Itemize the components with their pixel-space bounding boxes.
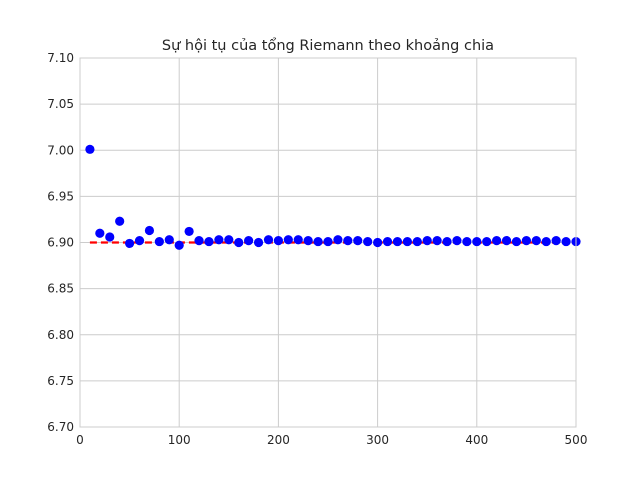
y-tick-label: 6.90 bbox=[47, 236, 74, 250]
data-point bbox=[194, 236, 204, 246]
y-tick-label: 6.95 bbox=[47, 189, 74, 203]
x-tick-label: 100 bbox=[168, 433, 191, 447]
data-point bbox=[511, 236, 522, 247]
data-point bbox=[452, 236, 462, 246]
y-tick-label: 6.75 bbox=[47, 374, 74, 388]
data-point bbox=[303, 236, 313, 246]
data-point bbox=[472, 236, 482, 247]
data-point bbox=[293, 235, 303, 245]
data-point bbox=[313, 236, 323, 247]
data-point bbox=[442, 236, 452, 247]
chart-title: Sự hội tụ của tổng Riemann theo khoảng c… bbox=[162, 37, 494, 54]
data-point bbox=[144, 225, 155, 236]
data-point bbox=[85, 144, 95, 154]
data-points bbox=[85, 144, 581, 250]
data-point bbox=[253, 237, 264, 248]
x-tick-label: 200 bbox=[267, 433, 290, 447]
data-point bbox=[184, 226, 194, 237]
data-point bbox=[531, 236, 541, 246]
x-tick-label: 500 bbox=[565, 433, 588, 447]
y-tick-labels: 6.70 6.75 6.80 6.85 6.90 6.95 7.00 7.05 7.10 bbox=[47, 51, 74, 434]
y-tick-label: 6.70 bbox=[47, 420, 74, 434]
data-point bbox=[492, 236, 502, 246]
data-point bbox=[551, 236, 561, 246]
data-point bbox=[125, 238, 135, 249]
data-point bbox=[283, 235, 293, 245]
x-tick-label: 0 bbox=[76, 433, 84, 447]
data-point bbox=[105, 232, 115, 242]
plot-frame bbox=[79, 57, 577, 428]
y-tick-label: 6.85 bbox=[47, 282, 74, 296]
data-point bbox=[422, 236, 432, 246]
data-point bbox=[333, 235, 343, 245]
data-point bbox=[373, 237, 383, 248]
data-point bbox=[412, 236, 422, 247]
data-point bbox=[134, 236, 145, 246]
data-point bbox=[353, 236, 363, 246]
data-point bbox=[382, 236, 393, 247]
data-point bbox=[234, 237, 244, 248]
y-tick-label: 7.00 bbox=[47, 143, 74, 157]
x-tick-label: 300 bbox=[366, 433, 389, 447]
data-point bbox=[204, 236, 214, 247]
y-tick-label: 7.05 bbox=[47, 97, 74, 111]
data-point bbox=[521, 236, 532, 246]
data-point bbox=[343, 236, 353, 246]
data-point bbox=[541, 236, 551, 247]
x-tick-labels: 0 100 200 300 400 500 bbox=[76, 433, 587, 447]
data-point bbox=[95, 228, 105, 238]
data-point bbox=[244, 236, 254, 246]
data-point bbox=[273, 236, 283, 246]
data-point bbox=[214, 235, 224, 245]
data-point bbox=[363, 236, 373, 247]
y-tick-label: 6.80 bbox=[47, 328, 74, 342]
data-point bbox=[462, 236, 472, 247]
data-point bbox=[432, 236, 442, 246]
data-point bbox=[392, 236, 403, 247]
data-point bbox=[224, 235, 234, 245]
data-point bbox=[561, 236, 571, 247]
data-point bbox=[174, 240, 184, 250]
data-point bbox=[164, 235, 174, 245]
data-point bbox=[501, 236, 512, 246]
data-point bbox=[115, 216, 125, 226]
x-tick-label: 400 bbox=[465, 433, 488, 447]
data-point bbox=[154, 236, 164, 247]
data-point bbox=[263, 235, 274, 245]
data-point bbox=[402, 236, 412, 247]
data-point bbox=[323, 236, 333, 247]
y-tick-label: 7.10 bbox=[47, 51, 74, 65]
data-point bbox=[482, 236, 492, 247]
